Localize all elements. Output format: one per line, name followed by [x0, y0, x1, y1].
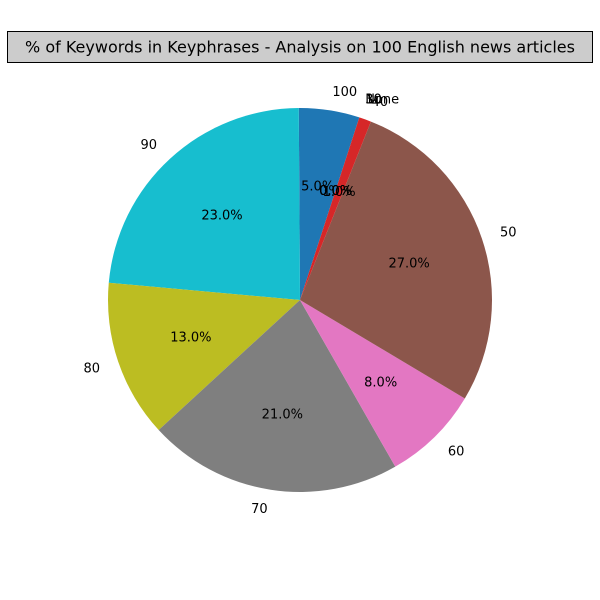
slice-label-50: 50 — [500, 226, 517, 241]
slice-label-60: 60 — [448, 444, 465, 459]
pie-slice-60 — [300, 300, 465, 467]
slice-label-80: 80 — [83, 361, 100, 376]
pct-label-90: 23.0% — [201, 209, 242, 224]
slice-label-90: 90 — [140, 138, 157, 153]
pie-slices — [108, 108, 493, 493]
chart-title: % of Keywords in Keyphrases - Analysis o… — [25, 38, 575, 57]
pct-label-100: 5.0% — [301, 180, 334, 195]
chart-title-box — [7, 31, 593, 63]
slice-label-40: 40 — [372, 95, 389, 110]
slice-label-10: 10 — [365, 93, 382, 108]
pie-labels: 100 5.0% 90 23.0% 80 13.0% 70 21.0% 60 8.0% 50 27.0… — [83, 85, 516, 517]
slice-label-100: 100 — [332, 85, 357, 100]
slice-label-none: None — [365, 93, 399, 108]
pie-slice-90 — [108, 108, 300, 301]
pct-label-30: 0.0% — [319, 184, 352, 199]
pct-label-70: 21.0% — [262, 407, 303, 422]
pie-slice-50 — [300, 121, 493, 399]
slice-label-70: 70 — [251, 502, 268, 517]
pct-label-40: 1.0% — [323, 185, 356, 200]
pct-label-50: 27.0% — [388, 256, 429, 271]
pie-slice-40 — [300, 117, 371, 300]
pct-label-10: 0.0% — [319, 184, 352, 199]
pie-slice-80 — [108, 282, 300, 430]
pct-label-none: 0.0% — [319, 184, 352, 199]
pie-slice-70 — [158, 300, 396, 493]
slice-label-30: 30 — [365, 93, 382, 108]
pie-slice-100 — [298, 108, 360, 300]
pct-label-80: 13.0% — [170, 331, 211, 346]
pct-label-60: 8.0% — [364, 376, 397, 391]
